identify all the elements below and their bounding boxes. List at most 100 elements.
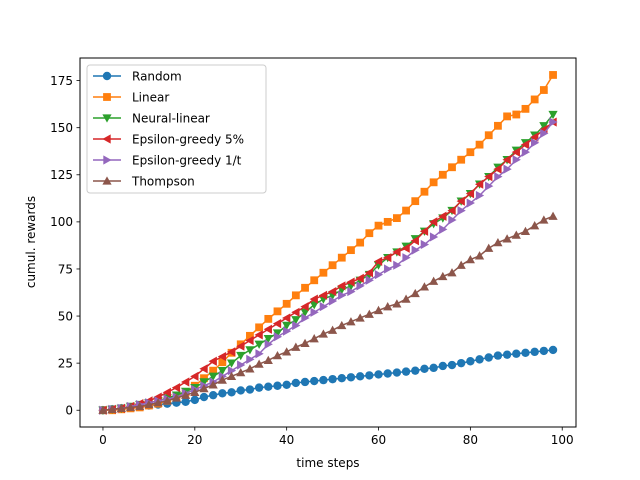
legend-marker: [103, 93, 111, 101]
data-point-random: [190, 395, 200, 405]
data-point-epsilon-greedy-5: [272, 318, 282, 329]
data-point-thompson: [327, 325, 338, 334]
data-point-linear: [337, 253, 346, 262]
x-axis-label: time steps: [296, 456, 359, 470]
data-point-random: [539, 346, 549, 356]
data-point-epsilon-greedy-1-t: [338, 290, 347, 300]
data-point-epsilon-greedy-5: [410, 236, 419, 246]
data-point-thompson: [429, 276, 439, 285]
data-point-neural-linear: [245, 346, 255, 355]
data-point-epsilon-greedy-1-t: [420, 239, 430, 250]
data-point-random: [429, 363, 438, 373]
data-point-thompson: [272, 351, 283, 360]
data-point-thompson: [153, 398, 163, 407]
data-point-random: [310, 376, 319, 386]
data-point-epsilon-greedy-1-t: [365, 275, 374, 285]
x-tick-label: 80: [463, 433, 478, 447]
data-point-thompson: [419, 282, 430, 291]
data-point-linear: [466, 148, 475, 157]
x-tick-label: 40: [279, 433, 294, 447]
data-point-linear: [301, 283, 309, 292]
data-point-thompson: [300, 338, 310, 348]
data-point-linear: [328, 261, 337, 270]
data-point-thompson: [98, 405, 108, 414]
data-point-epsilon-greedy-1-t: [319, 302, 329, 312]
data-point-linear: [420, 187, 429, 196]
data-point-random: [502, 350, 512, 359]
data-point-epsilon-greedy-1-t: [264, 339, 273, 349]
data-point-random: [521, 348, 530, 357]
data-point-linear: [503, 112, 512, 121]
data-point-epsilon-greedy-1-t: [503, 164, 512, 174]
data-point-thompson: [511, 230, 521, 239]
data-point-epsilon-greedy-5: [208, 356, 217, 366]
data-point-epsilon-greedy-5: [282, 313, 291, 323]
data-point-linear: [392, 214, 401, 223]
data-point-thompson: [364, 309, 374, 318]
data-point-thompson: [309, 334, 319, 343]
data-point-linear: [530, 95, 539, 104]
data-point-epsilon-greedy-5: [502, 155, 511, 165]
data-point-epsilon-greedy-5: [484, 172, 493, 182]
data-point-linear: [383, 217, 392, 226]
data-point-random: [392, 368, 402, 377]
legend-entry: Linear: [93, 90, 169, 104]
data-point-epsilon-greedy-1-t: [282, 326, 292, 336]
data-point-random: [328, 374, 337, 384]
series-epsilon-greedy-5: [98, 117, 557, 415]
data-point-random: [411, 366, 420, 375]
y-tick-label: 0: [65, 404, 73, 418]
data-point-random: [199, 392, 209, 402]
data-point-linear: [457, 155, 466, 164]
data-point-epsilon-greedy-5: [217, 351, 227, 362]
data-point-epsilon-greedy-1-t: [273, 332, 283, 342]
legend-entry: Random: [93, 69, 182, 83]
data-point-random: [493, 351, 503, 360]
data-point-epsilon-greedy-1-t: [374, 270, 384, 280]
legend-entry: Neural-linear: [93, 111, 210, 125]
data-point-random: [374, 370, 383, 379]
data-point-epsilon-greedy-5: [474, 179, 484, 189]
data-point-epsilon-greedy-1-t: [301, 313, 310, 323]
legend-label: Epsilon-greedy 5%: [132, 132, 244, 146]
data-point-epsilon-greedy-1-t: [246, 354, 255, 364]
data-point-linear: [448, 163, 456, 172]
data-point-thompson: [263, 355, 273, 365]
data-point-neural-linear: [282, 321, 292, 331]
data-point-thompson: [373, 305, 384, 315]
data-point-epsilon-greedy-1-t: [466, 198, 475, 208]
legend-entry: Epsilon-greedy 5%: [93, 132, 244, 146]
data-point-random: [420, 364, 429, 373]
data-point-epsilon-greedy-5: [355, 273, 364, 283]
data-point-epsilon-greedy-5: [300, 302, 309, 312]
data-point-random: [355, 372, 365, 381]
x-tick-label: 0: [99, 433, 107, 447]
x-tick-label: 60: [371, 433, 386, 447]
data-point-epsilon-greedy-1-t: [393, 260, 402, 270]
data-point-random: [346, 373, 356, 382]
data-point-epsilon-greedy-1-t: [485, 181, 494, 191]
y-tick-label: 25: [58, 356, 73, 370]
data-point-thompson: [181, 390, 191, 399]
data-point-random: [456, 358, 466, 368]
data-point-epsilon-greedy-5: [447, 205, 456, 216]
data-point-epsilon-greedy-5: [429, 217, 438, 227]
data-point-random: [236, 386, 245, 395]
data-point-thompson: [190, 387, 200, 397]
data-point-epsilon-greedy-5: [162, 387, 171, 397]
data-point-thompson: [410, 288, 420, 298]
data-point-epsilon-greedy-5: [364, 268, 374, 278]
data-point-thompson: [383, 302, 393, 311]
data-point-thompson: [346, 317, 356, 326]
legend-label: Random: [132, 69, 182, 83]
data-point-thompson: [162, 396, 172, 405]
data-point-random: [208, 390, 218, 400]
data-point-random: [218, 389, 227, 398]
data-point-random: [383, 369, 392, 378]
y-axis-label: cumul. rewards: [24, 196, 38, 288]
data-point-neural-linear: [272, 329, 283, 338]
data-point-thompson: [208, 380, 218, 389]
data-point-epsilon-greedy-1-t: [255, 349, 264, 359]
data-point-thompson: [465, 254, 475, 264]
data-point-random: [254, 383, 264, 392]
